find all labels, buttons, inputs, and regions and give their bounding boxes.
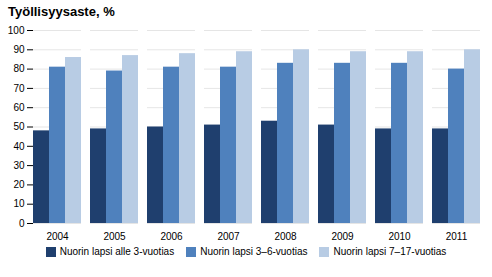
svg-text:0: 0	[19, 218, 25, 229]
svg-text:40: 40	[13, 141, 25, 152]
svg-text:2007: 2007	[217, 231, 240, 242]
svg-text:10: 10	[13, 198, 25, 209]
html-text:Työllisyysaste, %: Työllisyysaste, %	[8, 4, 115, 19]
svg-text:2005: 2005	[103, 231, 126, 242]
svg-text:60: 60	[13, 102, 25, 113]
svg-text:2010: 2010	[388, 231, 411, 242]
html-text:Nuorin lapsi 7–17-vuotias: Nuorin lapsi 7–17-vuotias	[333, 246, 447, 257]
html-text:Nuorin lapsi alle 3-vuotias: Nuorin lapsi alle 3-vuotias	[59, 246, 175, 257]
svg-text:2011: 2011	[446, 231, 468, 242]
svg-text:80: 80	[13, 63, 25, 74]
svg-text:50: 50	[13, 121, 25, 132]
svg-text:2004: 2004	[46, 231, 69, 242]
svg-text:90: 90	[13, 44, 25, 55]
svg-text:2006: 2006	[160, 231, 183, 242]
svg-text:2008: 2008	[274, 231, 297, 242]
html-text:Nuorin lapsi 3–6-vuotias: Nuorin lapsi 3–6-vuotias	[200, 246, 308, 257]
svg-text:20: 20	[13, 179, 25, 190]
svg-text:70: 70	[13, 83, 25, 94]
svg-text:2009: 2009	[331, 231, 354, 242]
svg-text:30: 30	[13, 160, 25, 171]
svg-text:100: 100	[8, 25, 25, 36]
